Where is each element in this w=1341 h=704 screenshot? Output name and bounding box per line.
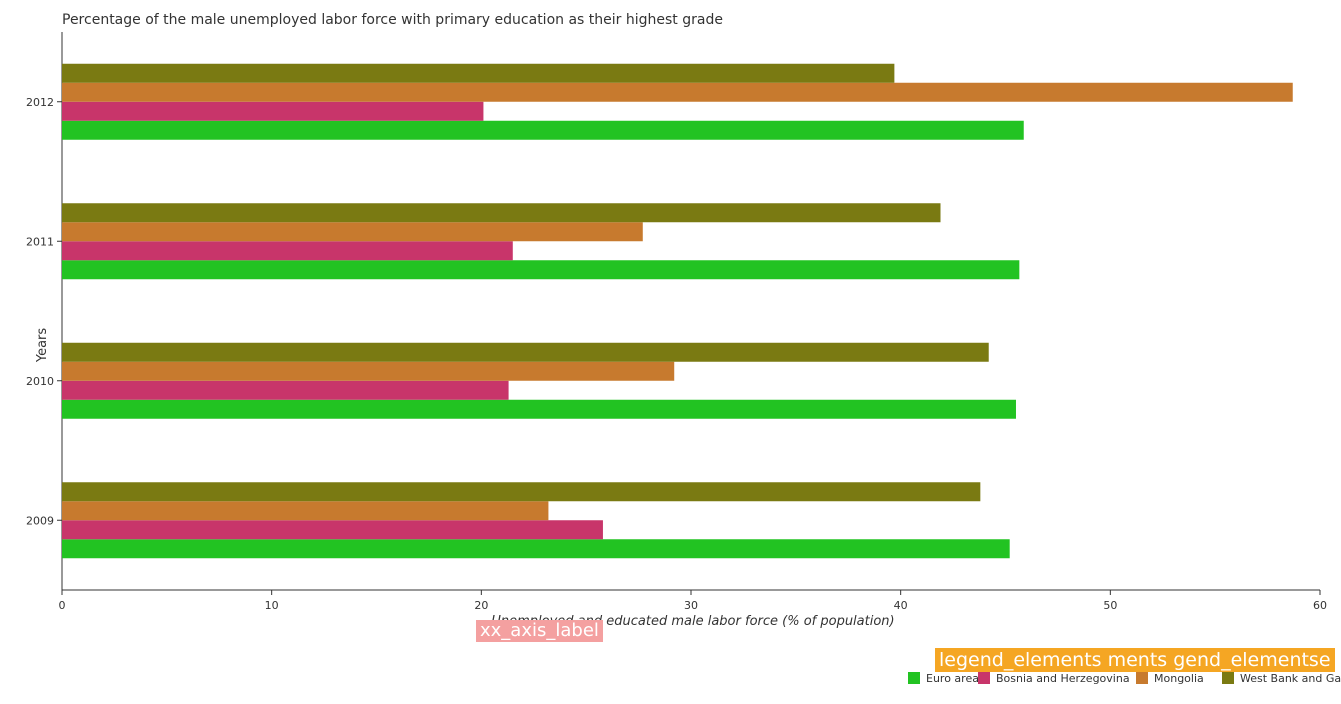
bar xyxy=(62,539,1010,559)
x-tick-label: 50 xyxy=(1103,599,1117,612)
y-axis-title: Years xyxy=(35,328,50,364)
bar xyxy=(62,120,1024,140)
legend-label: West Bank and Gaza xyxy=(1240,672,1341,685)
x-tick-label: 60 xyxy=(1313,599,1327,612)
legend-swatch xyxy=(1222,672,1234,684)
bar xyxy=(62,342,989,362)
chart-title: Percentage of the male unemployed labor … xyxy=(62,12,723,28)
bar xyxy=(62,241,513,261)
legend-swatch xyxy=(908,672,920,684)
legend-label: Euro area xyxy=(926,672,979,685)
legend-label: Bosnia and Herzegovina xyxy=(996,672,1130,685)
legend-placeholder: legend_elements ments gend_elementse xyxy=(935,648,1335,672)
x-tick-label: 0 xyxy=(59,599,66,612)
bar xyxy=(62,520,603,540)
x-tick-label: 20 xyxy=(474,599,488,612)
bar xyxy=(62,203,941,223)
bar xyxy=(62,63,895,83)
bar xyxy=(62,380,509,400)
y-tick-label: 2009 xyxy=(26,514,54,527)
legend-swatch xyxy=(1136,672,1148,684)
y-tick-label: 2010 xyxy=(26,375,54,388)
plot-area: 0 10 20 30 40 50 60 2009 2010 2011 2012 xyxy=(26,32,1327,612)
bar xyxy=(62,101,484,121)
bar xyxy=(62,501,549,521)
bar xyxy=(62,399,1016,419)
bar xyxy=(62,260,1020,280)
legend: Euro area Bosnia and Herzegovina Mongolia W… xyxy=(908,672,1341,685)
x-axis-label-placeholder: xx_axis_label xyxy=(476,620,603,642)
legend-swatch xyxy=(978,672,990,684)
bar xyxy=(62,361,675,381)
x-tick-label: 30 xyxy=(684,599,698,612)
y-tick-label: 2012 xyxy=(26,96,54,109)
legend-label: Mongolia xyxy=(1154,672,1204,685)
x-tick-label: 10 xyxy=(265,599,279,612)
y-tick-label: 2011 xyxy=(26,235,54,248)
bar xyxy=(62,82,1293,102)
bar xyxy=(62,222,643,242)
x-tick-label: 40 xyxy=(894,599,908,612)
bar xyxy=(62,482,981,502)
